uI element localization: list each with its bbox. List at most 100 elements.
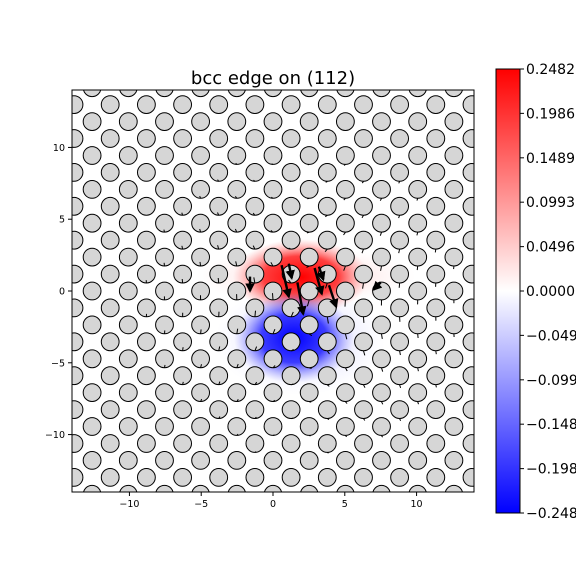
atom xyxy=(281,230,301,250)
atom xyxy=(100,129,120,148)
displacement-tick xyxy=(345,435,348,438)
atom xyxy=(72,468,84,487)
atom xyxy=(299,451,319,470)
atom xyxy=(137,332,156,352)
displacement-tick xyxy=(288,279,292,284)
atom xyxy=(191,383,211,403)
displacement-tick xyxy=(234,196,238,199)
atom xyxy=(390,434,410,453)
atom-lattice xyxy=(65,90,474,520)
atom xyxy=(390,129,410,148)
displacement-tick xyxy=(416,232,419,236)
atom xyxy=(462,468,474,487)
atom xyxy=(174,502,192,520)
displacement-tick xyxy=(381,435,384,438)
atom xyxy=(227,90,246,98)
displacement-tick xyxy=(200,364,202,368)
atom xyxy=(372,213,391,233)
displacement-tick xyxy=(363,350,366,356)
atom xyxy=(173,163,193,182)
atom xyxy=(408,213,428,233)
displacement-tick xyxy=(343,266,346,271)
atom xyxy=(317,196,337,216)
atom xyxy=(263,451,283,470)
atom xyxy=(299,112,319,131)
atom xyxy=(263,112,283,131)
atom xyxy=(444,349,464,369)
atom xyxy=(462,400,474,419)
atom xyxy=(82,213,102,233)
atom xyxy=(209,196,229,216)
atom xyxy=(408,180,428,199)
atom xyxy=(227,383,247,403)
atom xyxy=(155,383,174,403)
atom xyxy=(137,95,156,114)
atom xyxy=(317,400,337,420)
atom xyxy=(137,129,156,148)
atom xyxy=(209,163,229,182)
atom xyxy=(354,163,373,182)
displacement-tick xyxy=(218,346,221,352)
atom xyxy=(173,400,193,420)
atom xyxy=(72,332,84,352)
atom xyxy=(100,468,120,487)
atom xyxy=(281,434,301,453)
displacement-tick xyxy=(217,277,220,284)
atom xyxy=(299,146,319,165)
atom xyxy=(137,196,156,216)
displacement-tick xyxy=(361,249,364,254)
atom xyxy=(426,95,446,114)
atom xyxy=(317,129,337,148)
atom xyxy=(372,383,391,403)
atom xyxy=(137,400,156,420)
displacement-tick xyxy=(290,311,294,318)
atom xyxy=(426,468,446,487)
atom xyxy=(444,90,464,98)
atom xyxy=(300,484,319,492)
atom xyxy=(354,129,373,148)
atom xyxy=(65,502,83,520)
colorbar-tick-label: 0.0496 xyxy=(526,240,575,256)
atom xyxy=(354,298,373,318)
atom xyxy=(118,112,138,131)
displacement-tick xyxy=(200,329,202,334)
atom xyxy=(390,468,410,487)
colorbar-tick-label: −0.148 xyxy=(526,417,576,433)
colorbar-tick-label: 0.0993 xyxy=(526,195,575,211)
displacement-tick xyxy=(326,316,329,324)
atom xyxy=(191,146,211,165)
displacement-arrow xyxy=(372,280,383,291)
atom xyxy=(82,484,102,492)
atom xyxy=(462,264,474,284)
colorbar: 0.2482 0.1986 0.1489 0.0993 0.0496 0.0000 −0.0… xyxy=(495,62,576,522)
displacement-tick xyxy=(236,433,239,436)
atom xyxy=(354,95,373,114)
displacement-tick xyxy=(399,384,402,389)
atom xyxy=(82,451,102,470)
atom xyxy=(317,163,337,182)
atom xyxy=(372,112,391,131)
atom xyxy=(227,417,247,436)
atom xyxy=(100,400,120,420)
atom xyxy=(317,468,337,487)
displacement-tick xyxy=(234,228,238,233)
displacement-tick xyxy=(327,418,330,421)
displacement-tick xyxy=(217,179,220,182)
displacement-tick xyxy=(271,196,274,199)
atom xyxy=(462,434,474,453)
atom xyxy=(137,163,156,182)
atom xyxy=(408,146,428,165)
atom xyxy=(155,213,174,233)
atom xyxy=(72,264,84,284)
atom xyxy=(173,434,193,453)
atom xyxy=(72,95,84,114)
displacement-tick xyxy=(272,293,274,301)
displacement-tick xyxy=(236,399,239,402)
displacement-tick xyxy=(235,261,238,267)
atom xyxy=(317,434,337,453)
displacement-tick xyxy=(199,228,202,233)
displacement-tick xyxy=(272,399,276,403)
atom xyxy=(209,332,229,352)
displacement-arrow xyxy=(316,266,326,282)
atom xyxy=(462,95,474,114)
